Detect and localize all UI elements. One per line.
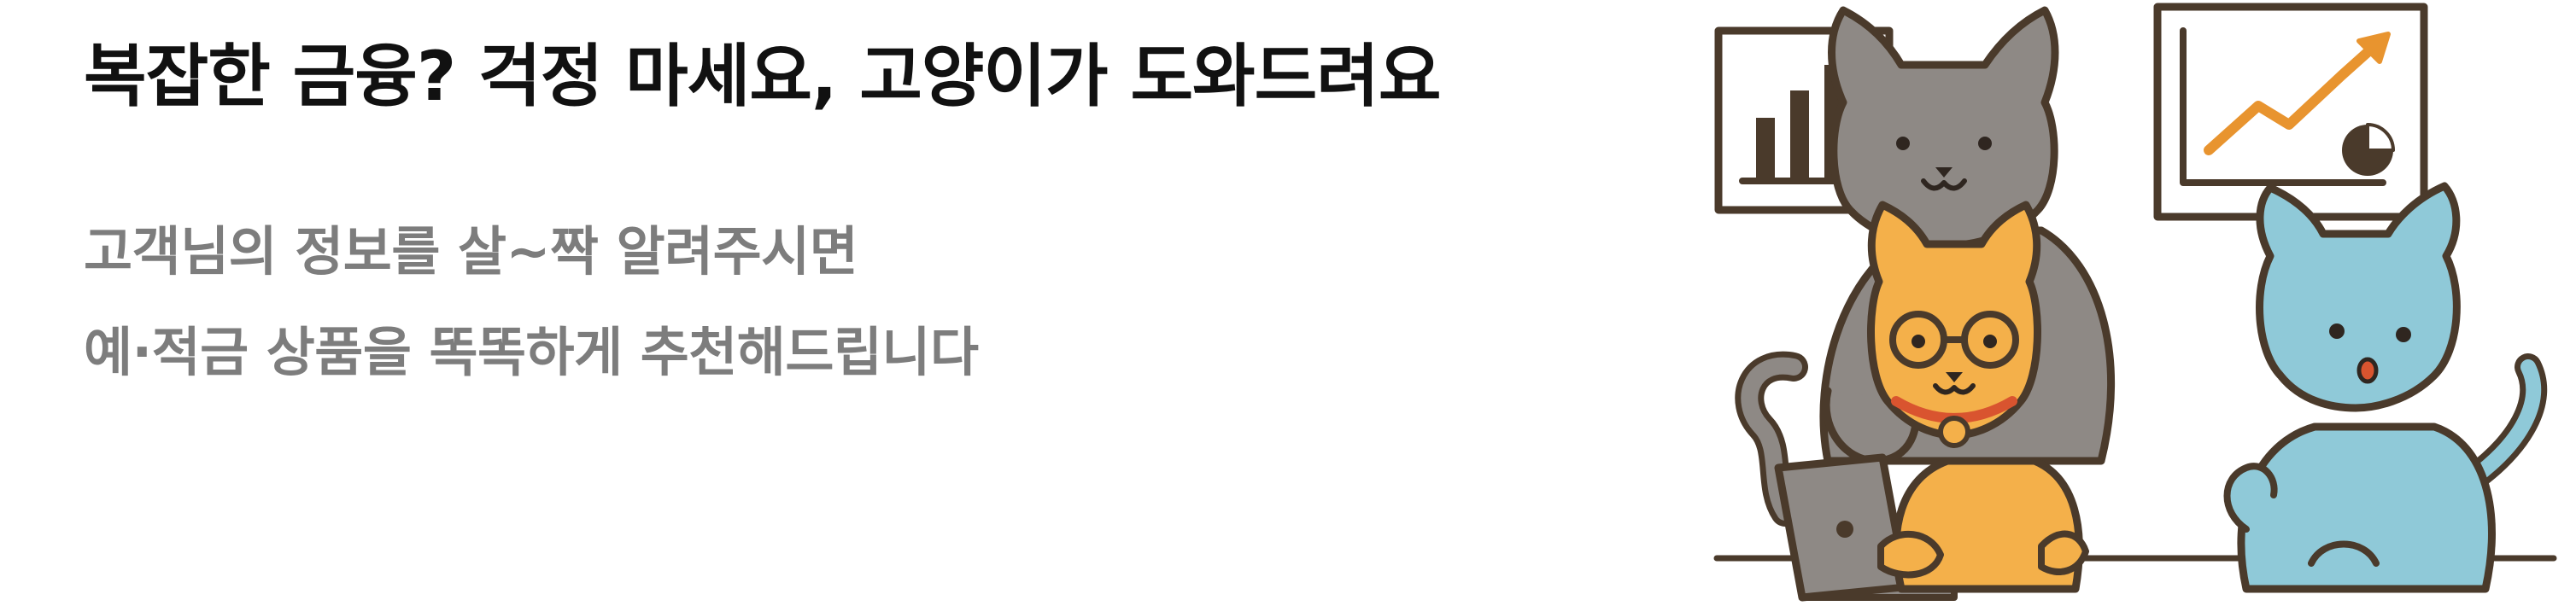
trend-chart-icon	[2153, 3, 2428, 221]
cats-finance-illustration	[1700, 0, 2576, 606]
orange-cat-icon	[1867, 201, 2089, 593]
illustration-svg	[1713, 3, 2557, 602]
banner-headline: 복잡한 금융? 걱정 마세요, 고양이가 도와드려요	[84, 37, 1441, 116]
banner-text: 복잡한 금융? 걱정 마세요, 고양이가 도와드려요 고객님의 정보를 살~짝 …	[84, 26, 1621, 403]
subtitle-line-1: 고객님의 정보를 살~짝 알려주시면	[84, 220, 858, 283]
banner-subtitle: 고객님의 정보를 살~짝 알려주시면 예·적금 상품을 똑똑하게 추천해드립니다	[84, 201, 1621, 403]
subtitle-line-2: 예·적금 상품을 똑똑하게 추천해드립니다	[84, 321, 979, 383]
pie-chart-icon	[2342, 123, 2395, 176]
blue-cat-icon	[2223, 182, 2548, 593]
